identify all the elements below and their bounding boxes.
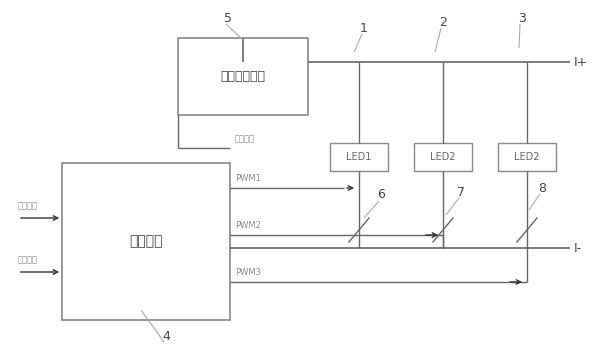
Text: 4: 4 [162, 330, 170, 343]
Text: PWM3: PWM3 [235, 268, 261, 277]
Text: PWM2: PWM2 [235, 221, 261, 230]
Text: 3: 3 [518, 12, 526, 25]
Text: 7: 7 [457, 185, 465, 199]
Text: 6: 6 [377, 188, 385, 201]
Bar [62, 163, 230, 320]
Text: 5: 5 [224, 12, 232, 25]
Text: LED2: LED2 [514, 152, 540, 162]
Bar [498, 143, 556, 171]
Text: 8: 8 [538, 181, 546, 194]
Text: I+: I+ [574, 55, 588, 68]
Text: 调色信号: 调色信号 [18, 255, 38, 264]
Text: 2: 2 [439, 15, 447, 28]
Text: LED2: LED2 [430, 152, 456, 162]
Text: 控制芯片: 控制芯片 [129, 234, 163, 249]
Text: 1: 1 [360, 21, 368, 34]
Text: PWM1: PWM1 [235, 174, 261, 183]
Text: 控制信号: 控制信号 [235, 134, 255, 143]
Text: 调光信号: 调光信号 [18, 201, 38, 210]
Text: LED1: LED1 [346, 152, 371, 162]
Text: I-: I- [574, 241, 582, 254]
Bar [330, 143, 388, 171]
Bar [414, 143, 472, 171]
Bar [178, 38, 308, 115]
Text: 恒流驱动模块: 恒流驱动模块 [220, 70, 266, 83]
